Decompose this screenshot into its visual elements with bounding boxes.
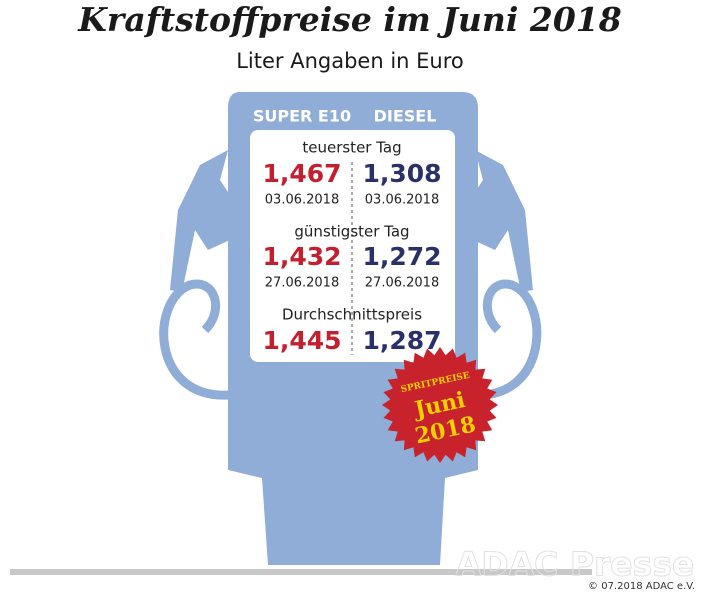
date: 03.06.2018	[265, 193, 339, 208]
row-label: günstigster Tag	[294, 223, 409, 241]
watermark: ADAC Presse	[456, 545, 695, 584]
badge	[382, 347, 498, 463]
footer-bar	[10, 569, 592, 575]
date: 03.06.2018	[365, 193, 439, 208]
row-label: teuerster Tag	[302, 139, 401, 157]
date: 27.06.2018	[365, 276, 439, 291]
date: 27.06.2018	[265, 276, 339, 291]
column-header: SUPER E10	[253, 107, 351, 126]
price: 1,467	[262, 159, 341, 188]
hoses	[159, 279, 542, 400]
price: 1,445	[262, 326, 341, 355]
price: 1,308	[362, 159, 441, 188]
copyright: © 07.2018 ADAC e.V.	[588, 581, 695, 592]
row-label: Durchschnittspreis	[282, 306, 422, 324]
title: Kraftstoffpreise im Juni 2018	[77, 0, 622, 39]
subtitle: Liter Angaben in Euro	[236, 49, 464, 73]
nozzles	[170, 150, 533, 292]
column-header: DIESEL	[374, 107, 437, 126]
price: 1,287	[362, 326, 441, 355]
price: 1,272	[362, 242, 441, 271]
price: 1,432	[262, 242, 341, 271]
